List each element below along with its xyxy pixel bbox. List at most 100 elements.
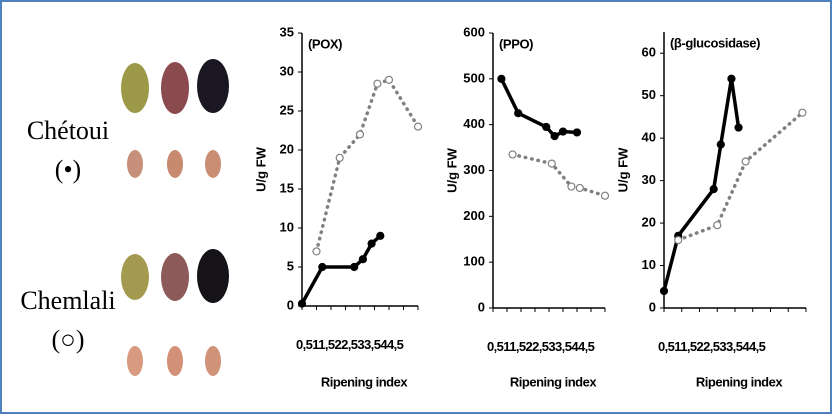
data-point (367, 239, 376, 248)
x-tick-label: 3 (548, 339, 555, 354)
x-tick-label: 1 (503, 339, 510, 354)
data-point (572, 128, 582, 137)
x-tick-labels: 0,511,522,533,544,5 (487, 339, 595, 354)
y-axis-label: U/g FW (444, 147, 459, 192)
data-point (659, 286, 669, 296)
y-axis-label: U/g FW (253, 146, 268, 191)
y-tick-label: 10 (280, 219, 294, 234)
y-tick-label: 600 (463, 24, 485, 39)
y-tick-label: 15 (280, 180, 294, 195)
y-tick-label: 25 (280, 102, 294, 117)
y-tick-label: 100 (463, 254, 485, 269)
photos (121, 59, 229, 376)
x-tick-label: 1 (312, 337, 319, 352)
y-tick-label: 20 (642, 215, 656, 230)
data-point (497, 74, 506, 83)
cultivar-name: Chétoui (27, 116, 109, 145)
annotation: (POX) (308, 36, 342, 51)
annotation: (β-glucosidase) (670, 35, 760, 50)
data-point (358, 255, 367, 264)
x-tick-labels: 0,511,522,533,544,5 (658, 339, 766, 354)
x-tick-label: 3 (719, 339, 726, 354)
data-point (716, 140, 725, 149)
x-tick-label: 2,5 (703, 339, 720, 354)
data-point (384, 75, 394, 84)
data-point (674, 235, 683, 245)
x-tick-label: 4,5 (749, 339, 766, 354)
y-tick-label: 5 (287, 258, 294, 273)
y-tick-label: 500 (463, 70, 485, 85)
y-tick-label: 40 (642, 130, 656, 145)
x-tick-label: 3,5 (555, 339, 572, 354)
y-tick-label: 10 (642, 257, 656, 272)
x-tick-label: 3,5 (364, 337, 381, 352)
y-tick-label: 60 (642, 45, 656, 60)
data-point (600, 191, 610, 200)
data-point (727, 74, 736, 83)
data-point (376, 231, 385, 240)
x-tick-label: 4,5 (387, 337, 404, 352)
x-axis-label: Ripening index (321, 374, 408, 389)
x-tick-label: 0,5 (487, 339, 504, 354)
data-point (547, 159, 556, 168)
x-tick-label: 2,5 (341, 337, 358, 352)
data-point (798, 108, 807, 117)
data-point (335, 153, 344, 162)
y-tick-label: 0 (649, 299, 656, 314)
series-line (314, 77, 420, 254)
cultivar-symbol: (○) (51, 325, 84, 354)
x-axis-label: Ripening index (696, 374, 783, 389)
x-tick-label: 1,5 (680, 339, 697, 354)
x-tick-label: 2 (696, 339, 703, 354)
data-point (318, 262, 327, 272)
data-point (373, 79, 382, 88)
data-point (550, 132, 559, 141)
series-line (662, 78, 741, 293)
x-axis-label: Ripening index (510, 374, 597, 389)
data-point (350, 262, 359, 272)
y-tick-label: 0 (287, 297, 294, 312)
x-tick-label: 0,5 (658, 339, 675, 354)
x-tick-label: 0,5 (296, 337, 313, 352)
data-point (542, 122, 551, 132)
y-axis-label: U/g FW (615, 147, 630, 192)
x-tick-label: 3 (357, 337, 364, 352)
annotation: (PPO) (499, 36, 533, 51)
y-tick-label: 400 (463, 116, 485, 131)
y-tick-label: 30 (280, 63, 294, 78)
x-tick-label: 1,5 (509, 339, 526, 354)
series-line (676, 110, 805, 242)
data-point (297, 299, 307, 308)
y-tick-label: 200 (463, 208, 485, 223)
y-tick-label: 35 (280, 24, 294, 39)
y-tick-label: 30 (642, 172, 656, 187)
y-tick-label: 50 (642, 87, 656, 102)
x-tick-label: 1 (674, 339, 681, 354)
y-tick-label: 0 (478, 299, 485, 314)
data-point (567, 182, 576, 191)
y-tick-label: 20 (280, 141, 294, 156)
cultivar-symbol: (•) (55, 155, 81, 184)
x-tick-label: 4 (380, 337, 388, 352)
x-tick-label: 2,5 (532, 339, 549, 354)
data-point (514, 109, 523, 118)
data-point (713, 221, 722, 230)
x-tick-labels: 0,511,522,533,544,5 (296, 337, 404, 352)
y-tick-label: 300 (463, 162, 485, 177)
data-point (558, 127, 568, 136)
data-point (575, 183, 584, 193)
x-tick-label: 2 (525, 339, 532, 354)
x-tick-label: 4 (742, 339, 750, 354)
data-point (312, 247, 321, 256)
x-tick-label: 3,5 (726, 339, 743, 354)
cultivar-name: Chemlali (20, 286, 115, 315)
data-point (741, 157, 750, 166)
data-point (413, 122, 423, 131)
x-tick-label: 1,5 (318, 337, 335, 352)
data-point (355, 130, 365, 139)
x-tick-label: 4,5 (578, 339, 595, 354)
x-tick-label: 2 (334, 337, 341, 352)
data-point (508, 150, 517, 159)
data-point (734, 123, 743, 132)
